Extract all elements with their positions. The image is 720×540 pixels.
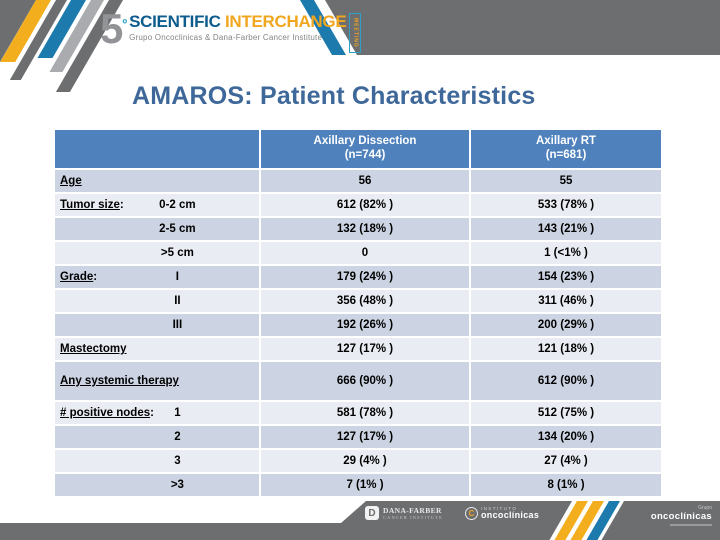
table-row-age: Age 56 55 xyxy=(55,170,661,192)
value-dissection: 7 (1% ) xyxy=(261,474,469,496)
dana-farber-logo: D DANA-FARBER CANCER INSTITUTE xyxy=(365,506,443,520)
table-row-grade-3: III 192 (26% ) 200 (29% ) xyxy=(55,314,661,336)
value-rt: 200 (29% ) xyxy=(471,314,661,336)
meeting-tab-label: MEETING xyxy=(352,18,359,48)
value-rt: 121 (18% ) xyxy=(471,338,661,360)
patient-characteristics-table: Axillary Dissection (n=744) Axillary RT … xyxy=(55,130,661,498)
logo-subtitle: Grupo Oncoclinicas & Dana-Farber Cancer … xyxy=(129,32,323,42)
value-dissection: 192 (26% ) xyxy=(261,314,469,336)
logo-ordinal: º xyxy=(122,16,127,31)
row-sublabel: 0-2 cm xyxy=(159,199,196,211)
row-sublabel: 3 xyxy=(174,455,181,467)
value-dissection: 581 (78% ) xyxy=(261,402,469,424)
grupo-name: oncoclínicas xyxy=(650,510,712,522)
table-row-tumor-2-5: 2-5 cm 132 (18% ) 143 (21% ) xyxy=(55,218,661,240)
value-rt: 1 (<1% ) xyxy=(471,242,661,264)
table-row-nodes-2: 2 127 (17% ) 134 (20% ) xyxy=(55,426,661,448)
row-label: # positive nodes xyxy=(60,407,151,419)
header-cell-axillary-rt: Axillary RT (n=681) xyxy=(471,130,661,168)
value-dissection: 127 (17% ) xyxy=(261,338,469,360)
header-line: Axillary RT xyxy=(535,135,597,148)
value-rt: 55 xyxy=(471,170,661,192)
row-sublabel: II xyxy=(174,295,181,307)
header-cell-axillary-dissection: Axillary Dissection (n=744) xyxy=(261,130,469,168)
table-row-nodes-1: # positive nodes: 1 581 (78% ) 512 (75% ) xyxy=(55,402,661,424)
value-rt: 143 (21% ) xyxy=(471,218,661,240)
value-rt: 533 (78% ) xyxy=(471,194,661,216)
value-rt: 512 (75% ) xyxy=(471,402,661,424)
header-line: (n=744) xyxy=(344,149,386,161)
logo-title: SCIENTIFIC INTERCHANGE xyxy=(129,12,347,31)
row-label: Age xyxy=(60,175,82,187)
value-dissection: 612 (82% ) xyxy=(261,194,469,216)
row-label: Mastectomy xyxy=(60,343,127,355)
dana-farber-name: DANA-FARBER xyxy=(383,506,442,515)
row-sublabel: >3 xyxy=(170,479,184,491)
table-row-tumor-0-2: Tumor size: 0-2 cm 612 (82% ) 533 (78% ) xyxy=(55,194,661,216)
value-dissection: 29 (4% ) xyxy=(261,450,469,472)
header-line: Axillary Dissection xyxy=(313,135,417,148)
row-colon: : xyxy=(150,407,154,419)
dana-farber-sub: CANCER INSTITUTE xyxy=(383,515,443,520)
row-sublabel: 2-5 cm xyxy=(159,223,196,235)
instituto-oncoclinicas-icon: C xyxy=(465,506,478,520)
instituto-oncoclinicas-logo: C INSTITUTO oncoclínicas xyxy=(465,506,539,520)
table-row-grade-2: II 356 (48% ) 311 (46% ) xyxy=(55,290,661,312)
row-label: Tumor size xyxy=(60,199,120,211)
row-sublabel: I xyxy=(175,271,179,283)
row-sublabel: >5 cm xyxy=(160,247,194,259)
value-rt: 27 (4% ) xyxy=(471,450,661,472)
row-sublabel: 1 xyxy=(174,407,181,419)
row-label: Grade xyxy=(60,271,94,283)
header-line: (n=681) xyxy=(545,149,587,161)
table-body: Age 56 55 Tumor size: 0-2 cm 612 (82% ) 5… xyxy=(55,170,661,496)
table-row-tumor-gt5: >5 cm 0 1 (<1% ) xyxy=(55,242,661,264)
logo-text: SCIENTIFIC INTERCHANGE Grupo Oncoclinica… xyxy=(129,12,347,42)
instituto-label: INSTITUTO xyxy=(481,506,518,511)
row-sublabel: III xyxy=(172,319,183,331)
row-sublabel: 2 xyxy=(174,431,181,443)
header-cell-empty xyxy=(55,130,259,168)
conference-logo: 5º SCIENTIFIC INTERCHANGE Grupo Oncoclin… xyxy=(100,5,362,53)
row-colon: : xyxy=(119,199,124,211)
value-dissection: 127 (17% ) xyxy=(261,426,469,448)
value-rt: 311 (46% ) xyxy=(471,290,661,312)
dana-farber-icon: D xyxy=(365,506,379,520)
value-dissection: 0 xyxy=(261,242,469,264)
top-band xyxy=(325,0,720,55)
table-row-nodes-3: 3 29 (4% ) 27 (4% ) xyxy=(55,450,661,472)
grupo-oncoclinicas-logo: Grupo oncoclínicas xyxy=(638,505,712,526)
table-header: Axillary Dissection (n=744) Axillary RT … xyxy=(55,130,661,168)
instituto-name: oncoclínicas xyxy=(481,510,540,520)
value-rt: 154 (23% ) xyxy=(471,266,661,288)
grupo-tagline-bar xyxy=(670,523,712,526)
value-dissection: 132 (18% ) xyxy=(261,218,469,240)
value-dissection: 666 (90% ) xyxy=(261,362,469,400)
value-rt: 8 (1% ) xyxy=(471,474,661,496)
value-dissection: 179 (24% ) xyxy=(261,266,469,288)
table-row-grade-1: Grade: I 179 (24% ) 154 (23% ) xyxy=(55,266,661,288)
grupo-label: Grupo xyxy=(698,505,712,511)
logo-title-scientific: SCIENTIFIC xyxy=(129,12,225,31)
table-row-systemic-therapy: Any systemic therapy 666 (90% ) 612 (90%… xyxy=(55,362,661,400)
value-rt: 134 (20% ) xyxy=(471,426,661,448)
row-colon: : xyxy=(93,271,98,283)
value-dissection: 356 (48% ) xyxy=(261,290,469,312)
meeting-tab: MEETING xyxy=(349,13,362,53)
row-label: Any systemic therapy xyxy=(60,375,179,387)
logo-title-interchange: INTERCHANGE xyxy=(224,12,347,31)
table-row-mastectomy: Mastectomy 127 (17% ) 121 (18% ) xyxy=(55,338,661,360)
page-title: AMAROS: Patient Characteristics xyxy=(132,82,536,110)
table-row-nodes-gt3: >3 7 (1% ) 8 (1% ) xyxy=(55,474,661,496)
logo-number: 5º xyxy=(100,5,127,52)
value-dissection: 56 xyxy=(261,170,469,192)
value-rt: 612 (90% ) xyxy=(471,362,661,400)
